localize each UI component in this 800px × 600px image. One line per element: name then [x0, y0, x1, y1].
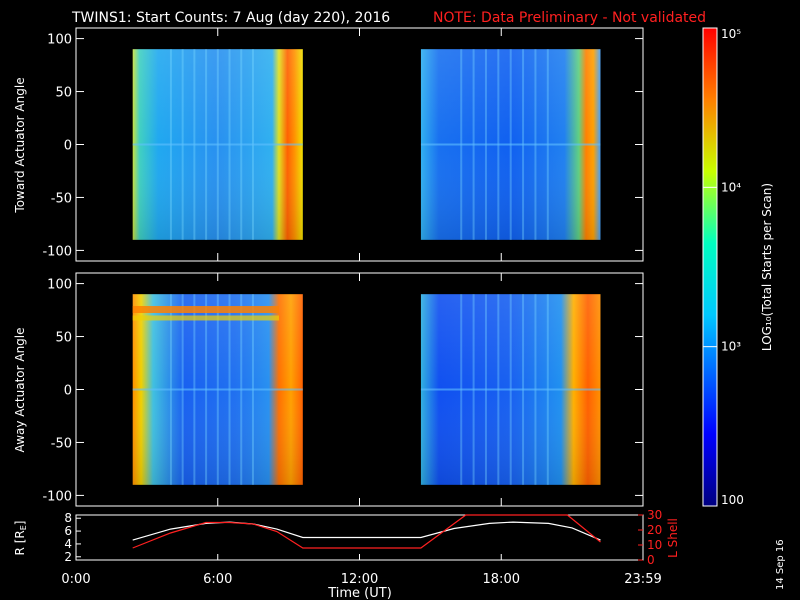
colorbar-gradient	[702, 27, 718, 507]
heatmap-zero-line	[132, 143, 303, 146]
x-tick-label: 12:00	[341, 572, 378, 587]
heatmap-zero-line	[132, 388, 303, 391]
orbit-right-tick-label: 0	[647, 553, 655, 567]
panel-away-heatmap	[132, 294, 601, 485]
r-distance-line	[132, 521, 601, 541]
heatmap-high-band	[132, 306, 279, 314]
orbit-ylabel-left: R [RE]	[13, 521, 28, 556]
heatmap-high-band	[132, 315, 279, 321]
colorbar-tick-label: 10³	[721, 340, 741, 354]
l-shell-line	[132, 514, 601, 549]
panel-away-axes: 100 50 0 -50 -100	[42, 273, 644, 506]
preliminary-note: NOTE: Data Preliminary - Not validated	[433, 10, 706, 26]
colorbar-label: LOG₁₀(Total Starts per Scan)	[760, 183, 774, 351]
figure-title: TWINS1: Start Counts: 7 Aug (day 220), 2…	[71, 10, 390, 26]
panel-away: 100 50 0 -50 -100 Away Actuator Angle	[13, 272, 644, 507]
y-tick-label: 50	[55, 86, 72, 101]
panel-toward-axes: 100 50 0 -50 -100	[42, 28, 644, 261]
x-axis-label: Time (UT)	[327, 586, 392, 600]
panel-toward-ylabel: Toward Actuator Angle	[13, 77, 27, 213]
colorbar-ticks: 100 10³ 10⁴ 10⁵	[703, 27, 744, 507]
y-tick-label: 100	[47, 33, 72, 48]
orbit-right-tick-label: 30	[647, 508, 662, 522]
orbit-left-tick-label: 6	[64, 524, 72, 538]
heatmap-zero-line	[420, 143, 601, 146]
x-tick-label: 0:00	[61, 572, 90, 587]
panel-away-ylabel: Away Actuator Angle	[13, 327, 27, 452]
panel-toward: 100 50 0 -50 -100 Toward Actuator Angle	[13, 27, 644, 262]
y-tick-label: 0	[64, 384, 72, 399]
date-stamp: 14 Sep 16	[775, 539, 786, 590]
heatmap-zero-line	[420, 388, 601, 391]
colorbar-tick-label: 10⁴	[721, 180, 741, 194]
panel-orbit-lines	[132, 514, 601, 549]
orbit-ylabel-right: L Shell	[666, 518, 680, 558]
x-tick-label: 6:00	[203, 572, 232, 587]
y-tick-label: 100	[47, 278, 72, 293]
y-tick-label: -100	[42, 244, 72, 259]
orbit-right-tick-label: 20	[647, 523, 662, 537]
y-tick-label: 50	[55, 331, 72, 346]
colorbar: 100 10³ 10⁴ 10⁵ LOG₁₀(Total Starts per Scan…	[702, 27, 774, 507]
y-tick-label: 0	[64, 139, 72, 154]
x-tick-label: 23:59	[624, 572, 661, 587]
y-tick-label: -100	[42, 489, 72, 504]
x-tick-label: 18:00	[483, 572, 520, 587]
y-tick-label: -50	[51, 436, 72, 451]
orbit-left-tick-label: 8	[64, 511, 72, 525]
panel-toward-heatmap	[132, 49, 601, 240]
orbit-right-tick-label: 10	[647, 538, 662, 552]
orbit-left-tick-label: 2	[64, 550, 72, 564]
orbit-left-tick-label: 4	[64, 537, 72, 551]
colorbar-tick-label: 100	[721, 493, 744, 507]
y-tick-label: -50	[51, 191, 72, 206]
colorbar-tick-label: 10⁵	[721, 27, 741, 41]
